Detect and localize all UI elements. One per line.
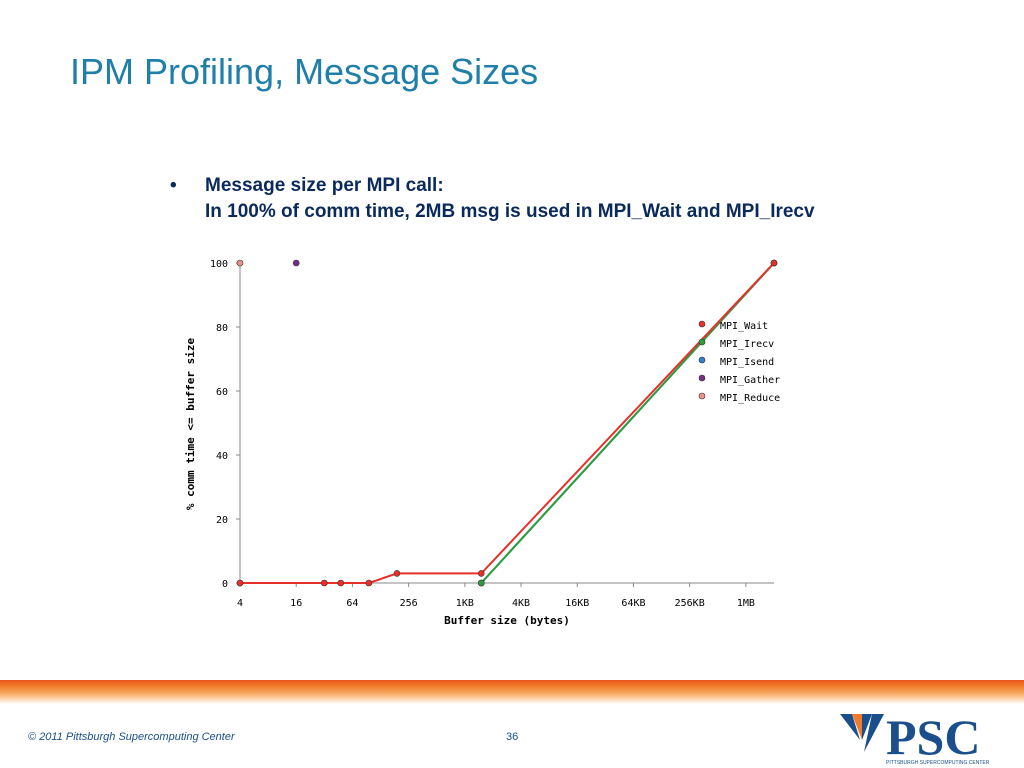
psc-logo: PSC PITTSBURGH SUPERCOMPUTING CENTER <box>840 710 990 766</box>
slide-title: IPM Profiling, Message Sizes <box>70 51 539 92</box>
data-point-mpi-wait <box>365 579 373 587</box>
series-line-mpi-irecv <box>480 262 775 584</box>
legend-label: MPI_Reduce <box>720 393 780 404</box>
x-tick-label: 64KB <box>621 598 645 609</box>
legend-marker <box>698 356 706 364</box>
data-point-mpi-wait <box>393 570 401 577</box>
x-tick-label: 256 <box>400 598 418 609</box>
data-point-mpi-wait <box>770 259 778 267</box>
y-tick-label: 20 <box>216 515 228 526</box>
bullet-line-1: Message size per MPI call: <box>205 175 444 196</box>
y-tick-label: 80 <box>216 323 228 334</box>
psc-logo-text: PSC <box>886 710 980 765</box>
psc-logo-subtext: PITTSBURGH SUPERCOMPUTING CENTER <box>886 760 990 766</box>
data-point-mpi-gather <box>292 259 300 267</box>
y-tick-label: 100 <box>210 259 228 270</box>
bullet-text: Message size per MPI call: In 100% of co… <box>205 173 815 225</box>
legend-marker <box>698 320 706 328</box>
y-tick-label: 40 <box>216 451 228 462</box>
legend-label: MPI_Irecv <box>720 339 774 350</box>
x-tick-label: 256KB <box>675 598 705 609</box>
legend-label: MPI_Isend <box>720 357 774 368</box>
series-line-mpi-wait <box>240 262 775 584</box>
x-tick-label: 16KB <box>565 598 589 609</box>
x-tick-label: 4KB <box>512 598 530 609</box>
x-tick-label: 16 <box>290 598 302 609</box>
data-point-mpi-wait <box>477 570 485 577</box>
x-tick-label: 1KB <box>456 598 474 609</box>
data-point-mpi-wait <box>321 579 328 587</box>
footer-gradient-band <box>0 680 1024 704</box>
data-point-mpi-wait <box>236 579 244 587</box>
x-tick-label: 1MB <box>737 598 755 609</box>
chart-ticks: 0 20 40 60 80 100 4 16 64 256 1KB 4KB 16KB 64KB 256KB 1… <box>210 259 755 609</box>
x-tick-label: 4 <box>237 598 243 609</box>
footer-copyright: © 2011 Pittsburgh Supercomputing Center <box>28 731 235 743</box>
chart-legend: MPI_Wait MPI_Irecv MPI_Isend MPI_Gather MPI_… <box>698 320 780 404</box>
data-point-mpi-irecv <box>477 579 485 587</box>
legend-marker <box>698 374 706 382</box>
bullet-line-2: In 100% of comm time, 2MB msg is used in… <box>205 201 815 222</box>
data-point-mpi-reduce <box>236 259 244 267</box>
bullet-marker: • <box>170 175 177 196</box>
chart-axes <box>239 263 774 584</box>
x-axis-label: Buffer size (bytes) <box>444 614 570 627</box>
x-tick-label: 64 <box>346 598 358 609</box>
legend-marker <box>698 392 706 400</box>
chart-series <box>236 259 778 587</box>
message-size-chart: 0 20 40 60 80 100 4 16 64 256 1KB 4KB 16KB 64KB 256KB 1… <box>184 259 780 627</box>
y-tick-label: 60 <box>216 387 228 398</box>
legend-label: MPI_Gather <box>720 375 780 386</box>
psc-logo-mark <box>840 714 884 752</box>
legend-label: MPI_Wait <box>720 321 768 332</box>
page-number: 36 <box>506 731 519 743</box>
legend-marker <box>698 338 706 346</box>
data-point-mpi-wait <box>337 579 345 587</box>
y-axis-label: % comm time <= buffer size <box>184 338 197 511</box>
y-tick-label: 0 <box>222 579 228 590</box>
